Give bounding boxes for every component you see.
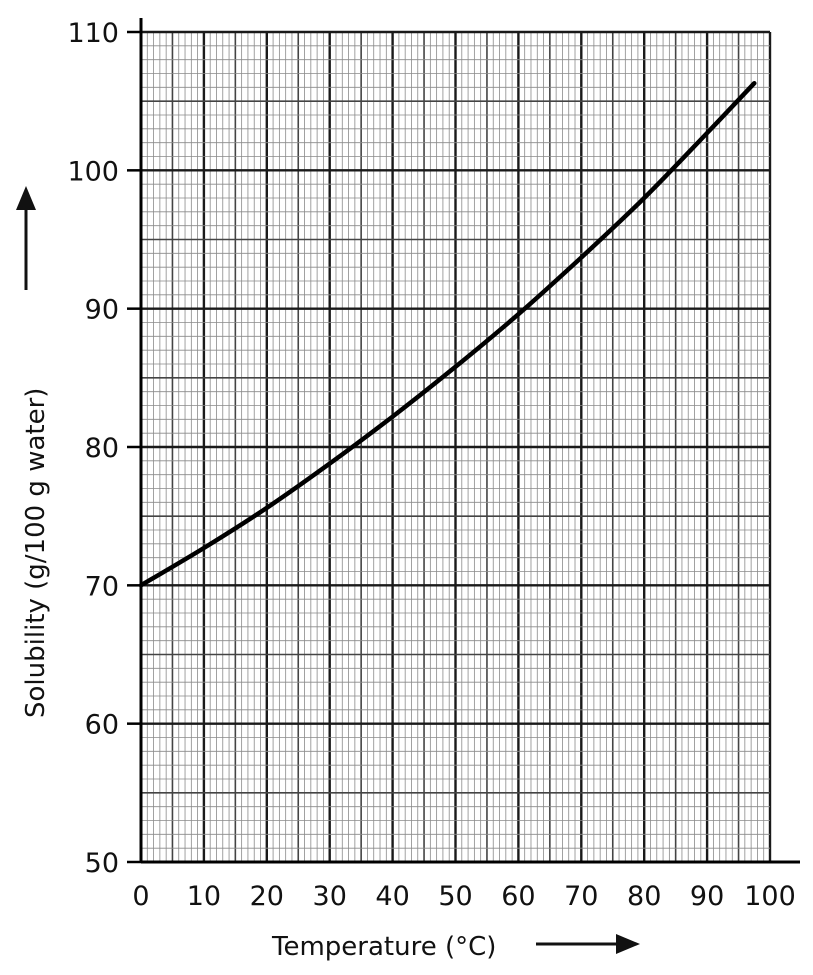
y-axis-title: Solubility (g/100 g water): [21, 388, 51, 718]
y-tick-label: 50: [85, 848, 119, 879]
y-axis-arrow: [16, 186, 36, 290]
series-layer: [138, 80, 757, 588]
x-axis-arrow: [536, 934, 640, 954]
y-tick-label: 80: [85, 433, 119, 464]
grid: [139, 30, 772, 864]
x-tick-label: 0: [132, 881, 149, 912]
x-axis-title: Temperature (°C): [271, 932, 496, 962]
x-tick-label: 50: [438, 881, 472, 912]
axes: [127, 18, 800, 864]
y-tick-label: 60: [85, 710, 119, 741]
solubility-curve: [138, 80, 757, 588]
y-tick-label: 100: [67, 156, 119, 187]
x-tick-label: 30: [313, 881, 347, 912]
x-tick-label: 40: [375, 881, 409, 912]
axis-titles: Temperature (°C) Solubility (g/100 g wat…: [16, 186, 640, 962]
y-tick-label: 90: [85, 295, 119, 326]
x-tick-label: 100: [744, 881, 796, 912]
x-tick-label: 10: [187, 881, 221, 912]
y-tick-label: 70: [85, 571, 119, 602]
x-tick-label: 70: [564, 881, 598, 912]
x-tick-label: 20: [250, 881, 284, 912]
x-tick-label: 80: [627, 881, 661, 912]
tick-labels: 0 10 20 30 40 50 60 70 80 90 100 50 60 70 80 90 100 110: [67, 18, 795, 912]
x-tick-label: 60: [501, 881, 535, 912]
x-tick-label: 90: [690, 881, 724, 912]
y-tick-label: 110: [67, 18, 119, 49]
